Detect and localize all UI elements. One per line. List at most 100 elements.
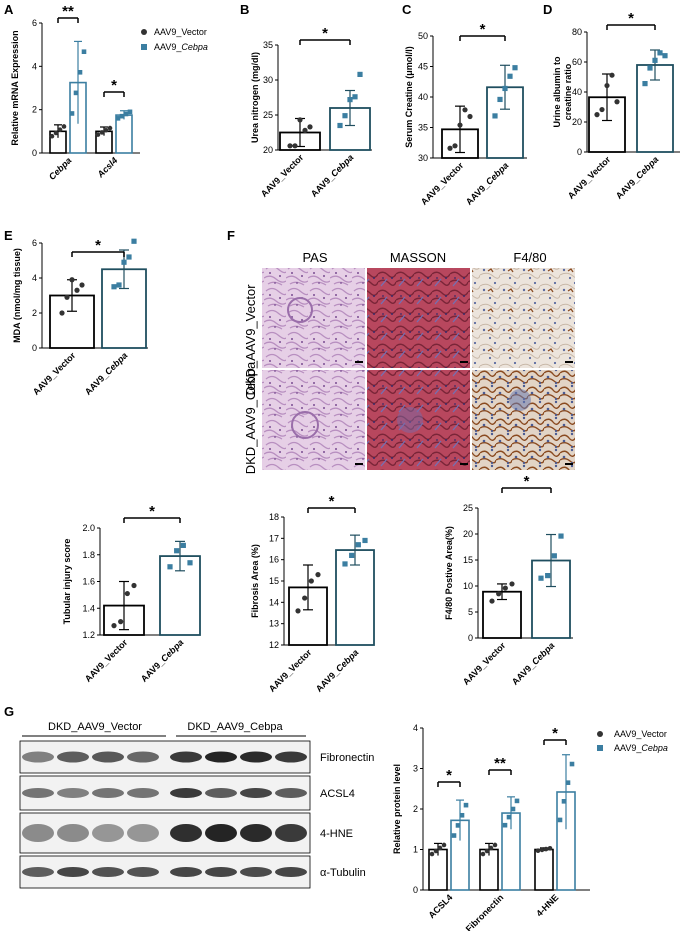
y-axis-label: F4/80 Postive Area(%) <box>444 526 454 620</box>
data-point <box>337 122 343 129</box>
blot-band <box>240 751 272 763</box>
y-axis-label: Fibrosis Area (%) <box>250 544 260 618</box>
data-point <box>357 71 363 77</box>
y-tick-label: 1.8 <box>82 550 95 560</box>
x-category-label: Acsl4 <box>95 155 120 180</box>
x-category-label: AAV9_Cebpa <box>614 154 661 201</box>
data-point <box>347 97 353 103</box>
data-point <box>124 590 130 597</box>
data-point <box>642 81 648 87</box>
data-point <box>180 542 186 548</box>
legend-vector-label: AAV9_Vector <box>154 27 207 37</box>
data-point <box>77 69 83 75</box>
data-point <box>355 542 361 548</box>
data-point <box>429 851 435 857</box>
blot-band <box>170 788 202 798</box>
scale-bar <box>355 463 363 465</box>
significance-star: * <box>149 503 155 520</box>
scale-bar <box>565 361 573 363</box>
data-point <box>111 284 117 290</box>
data-point <box>514 798 520 804</box>
bar <box>335 549 375 646</box>
y-tick-label: 0 <box>577 147 582 157</box>
data-point <box>111 623 117 629</box>
legend-vector-marker <box>141 29 147 35</box>
data-point <box>647 65 653 71</box>
y-tick-label: 2.0 <box>82 523 95 533</box>
blot-band <box>275 751 307 763</box>
data-point <box>662 53 668 59</box>
data-point <box>57 127 63 133</box>
y-tick-label: 0 <box>413 885 418 895</box>
data-point <box>480 851 486 857</box>
y-tick-label: 25 <box>263 110 273 120</box>
blot-band <box>170 824 202 842</box>
data-point <box>107 125 113 131</box>
stain-label-f480: F4/80 <box>513 250 546 265</box>
blot-band <box>127 751 159 763</box>
y-axis-label: Urine albumin to <box>552 56 562 128</box>
y-tick-label: 12 <box>269 640 279 650</box>
data-point <box>131 582 137 589</box>
significance-star: * <box>329 493 335 510</box>
data-point <box>502 822 508 828</box>
data-point <box>497 96 503 103</box>
y-tick-label: 25 <box>463 503 473 513</box>
y-tick-label: 20 <box>463 529 473 539</box>
data-point <box>609 72 615 78</box>
blot-band <box>57 824 89 842</box>
data-point <box>342 113 348 119</box>
y-tick-label: 1 <box>413 845 418 855</box>
histology-grid <box>262 268 575 470</box>
x-category-label: AAV9_Vector <box>83 637 130 684</box>
data-point <box>484 848 490 854</box>
data-point <box>174 548 180 554</box>
y-tick-label: 18 <box>269 512 279 522</box>
data-point <box>447 145 453 151</box>
data-point <box>437 845 443 851</box>
data-point <box>657 50 663 56</box>
y-axis-label: Tubular injury score <box>62 539 72 625</box>
scale-bar <box>460 463 468 465</box>
y-tick-label: 17 <box>269 533 279 543</box>
data-point <box>187 560 193 566</box>
x-category-label: AAV9_Vector <box>461 640 508 687</box>
data-point <box>539 847 545 853</box>
data-point <box>543 846 549 852</box>
data-point <box>502 85 508 92</box>
data-point <box>295 608 301 614</box>
data-point <box>509 581 515 587</box>
significance-star: * <box>111 77 117 94</box>
y-axis-label: MDA (nmol/mg tissue) <box>12 248 22 343</box>
x-category-label: AAV9_Cebpa <box>314 647 361 694</box>
bar <box>115 114 133 154</box>
y-tick-label: 0 <box>468 633 473 643</box>
data-point <box>557 817 563 823</box>
scale-bar <box>355 361 363 363</box>
data-point <box>69 111 75 116</box>
x-category-label: AAV9_Vector <box>31 350 78 397</box>
data-point <box>507 73 513 79</box>
data-point <box>502 585 508 591</box>
data-point <box>349 552 355 558</box>
y-tick-label: 13 <box>269 619 279 629</box>
data-point <box>116 282 122 288</box>
y-tick-label: 30 <box>263 75 273 85</box>
y-tick-label: 30 <box>418 153 428 163</box>
bar <box>534 848 554 891</box>
x-category-label: 4-HNE <box>534 892 560 918</box>
y-tick-label: 45 <box>418 62 428 72</box>
blot-band <box>57 867 89 877</box>
blot-label-tubulin: α-Tubulin <box>320 867 366 879</box>
data-point <box>127 109 133 115</box>
histology-pas-vector <box>262 268 365 368</box>
data-point <box>489 598 495 604</box>
blot-label-4hne: 4-HNE <box>320 828 353 840</box>
y-axis-label: Relative protein level <box>392 764 402 854</box>
y-tick-label: 20 <box>263 145 273 155</box>
blot-band <box>205 867 237 877</box>
data-point <box>561 799 567 804</box>
legend-g-cebpa-label: AAV9_Cebpa <box>614 743 668 753</box>
legend-g-vector-label: AAV9_Vector <box>614 729 667 739</box>
